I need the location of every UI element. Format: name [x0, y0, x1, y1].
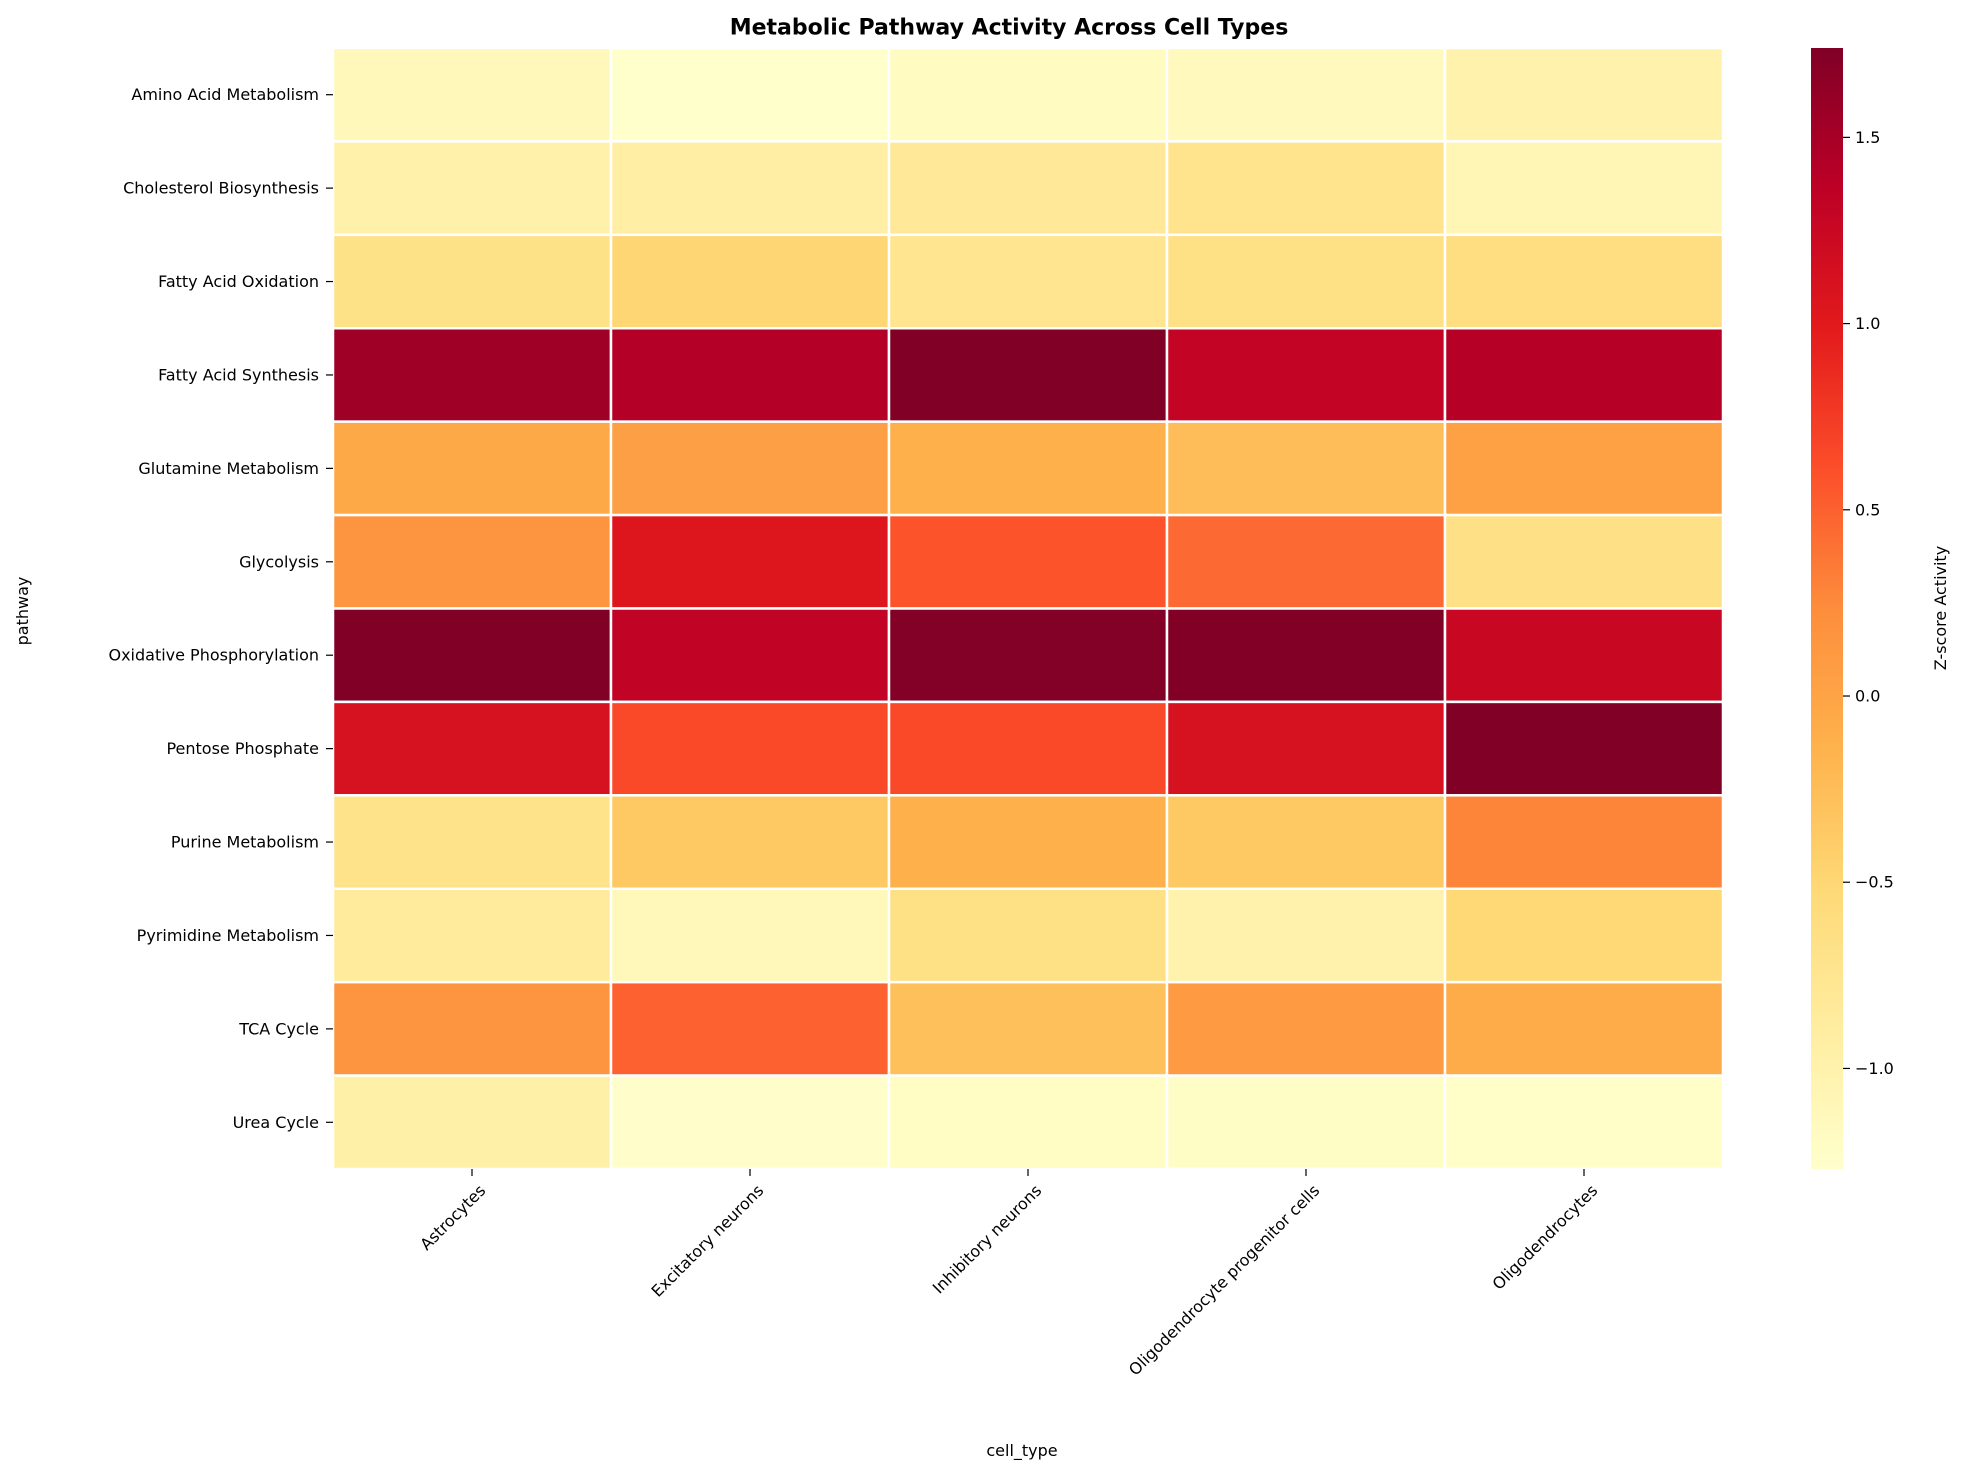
heatmap-cell — [1165, 420, 1447, 517]
y-tick-label: Urea Cycle — [233, 1113, 319, 1132]
heatmap-cell — [1165, 794, 1447, 890]
heatmap-cell — [331, 233, 613, 330]
x-tick-label: Oligodendrocyte progenitor cells — [1125, 1181, 1323, 1379]
heatmap-cells — [331, 46, 1725, 1171]
heatmap-cell — [331, 420, 613, 517]
heatmap-cell — [331, 46, 613, 143]
y-tick-label: Glutamine Metabolism — [138, 459, 319, 478]
heatmap-cell — [1443, 233, 1725, 330]
heatmap-cell — [609, 420, 891, 517]
heatmap-cell — [887, 327, 1169, 423]
heatmap-cell — [887, 46, 1169, 143]
heatmap-cell — [331, 607, 613, 704]
heatmap-cell — [609, 327, 891, 423]
heatmap-cell — [609, 794, 891, 890]
heatmap-cell — [887, 233, 1169, 330]
heatmap-cell — [1165, 607, 1447, 704]
heatmap-cell — [331, 700, 613, 797]
heatmap-cell — [609, 700, 891, 797]
heatmap-cell — [887, 140, 1169, 237]
heatmap-cell — [331, 1074, 613, 1171]
heatmap-cell — [609, 513, 891, 610]
y-tick-label: Oxidative Phosphorylation — [108, 646, 319, 665]
y-tick-label: Cholesterol Biosynthesis — [123, 179, 319, 198]
x-axis-label: cell_type — [986, 1441, 1057, 1461]
colorbar-tick-label: 1.0 — [1855, 314, 1880, 333]
colorbar-tick-label: −0.5 — [1855, 873, 1894, 892]
heatmap-cell — [609, 607, 891, 704]
heatmap-cell — [1165, 46, 1447, 143]
heatmap-cell — [1165, 887, 1447, 984]
x-tick-label: Inhibitory neurons — [929, 1181, 1046, 1298]
heatmap-cell — [609, 46, 891, 143]
heatmap-cell — [1443, 980, 1725, 1077]
heatmap-cell — [887, 420, 1169, 517]
heatmap-cell — [887, 794, 1169, 890]
heatmap-cell — [1443, 607, 1725, 704]
heatmap-cell — [1165, 513, 1447, 610]
y-tick-label: Pentose Phosphate — [166, 739, 319, 758]
heatmap-cell — [1443, 420, 1725, 517]
heatmap-cell — [609, 140, 891, 237]
heatmap-cell — [1165, 233, 1447, 330]
y-axis-label: pathway — [13, 577, 32, 646]
heatmap-cell — [1443, 327, 1725, 423]
heatmap-cell — [1443, 700, 1725, 797]
heatmap-cell — [1165, 140, 1447, 237]
y-tick-label: Purine Metabolism — [171, 833, 319, 852]
heatmap-cell — [1443, 887, 1725, 984]
heatmap-cell — [1443, 140, 1725, 237]
y-axis-ticks: Amino Acid Metabolism Cholesterol Biosynt… — [108, 85, 333, 1132]
heatmap-cell — [1443, 46, 1725, 143]
colorbar-tick-label: 0.0 — [1855, 687, 1880, 706]
y-tick-label: Glycolysis — [239, 552, 319, 571]
colorbar-tick-label: 1.5 — [1855, 128, 1880, 147]
heatmap-cell — [331, 327, 613, 423]
heatmap-cell — [609, 1074, 891, 1171]
colorbar-label: Z-score Activity — [1931, 546, 1950, 670]
colorbar — [1811, 48, 1843, 1169]
heatmap-cell — [887, 980, 1169, 1077]
x-tick-label: Oligodendrocytes — [1489, 1181, 1602, 1294]
heatmap-cell — [887, 887, 1169, 984]
heatmap-cell — [887, 513, 1169, 610]
y-tick-label: Pyrimidine Metabolism — [137, 926, 319, 945]
colorbar-ticks: 1.5 1.0 0.5 0.0 −0.5 −1.0 — [1843, 128, 1894, 1078]
heatmap-cell — [887, 700, 1169, 797]
x-axis-ticks: Astrocytes Excitatory neurons Inhibitory n… — [416, 1169, 1601, 1379]
heatmap-cell — [609, 887, 891, 984]
heatmap-cell — [1443, 794, 1725, 890]
heatmap-cell — [331, 513, 613, 610]
heatmap-cell — [331, 140, 613, 237]
heatmap-cell — [1165, 1074, 1447, 1171]
heatmap-cell — [1165, 980, 1447, 1077]
heatmap-cell — [1443, 1074, 1725, 1171]
heatmap-cell — [609, 980, 891, 1077]
heatmap-cell — [331, 980, 613, 1077]
heatmap-cell — [1165, 327, 1447, 423]
heatmap-cell — [1443, 513, 1725, 610]
heatmap-cell — [331, 887, 613, 984]
heatmap-cell — [331, 794, 613, 890]
colorbar-tick-label: −1.0 — [1855, 1059, 1894, 1078]
heatmap-cell — [609, 233, 891, 330]
heatmap-cell — [1165, 700, 1447, 797]
y-tick-label: Amino Acid Metabolism — [131, 85, 319, 104]
x-tick-label: Astrocytes — [416, 1181, 489, 1254]
colorbar-tick-label: 0.5 — [1855, 500, 1880, 519]
x-tick-label: Excitatory neurons — [648, 1181, 768, 1301]
chart-title: Metabolic Pathway Activity Across Cell T… — [730, 16, 1289, 41]
y-tick-label: Fatty Acid Synthesis — [158, 365, 319, 384]
heatmap-cell — [887, 607, 1169, 704]
heatmap-cell — [887, 1074, 1169, 1171]
y-tick-label: TCA Cycle — [238, 1019, 319, 1038]
y-tick-label: Fatty Acid Oxidation — [158, 272, 319, 291]
